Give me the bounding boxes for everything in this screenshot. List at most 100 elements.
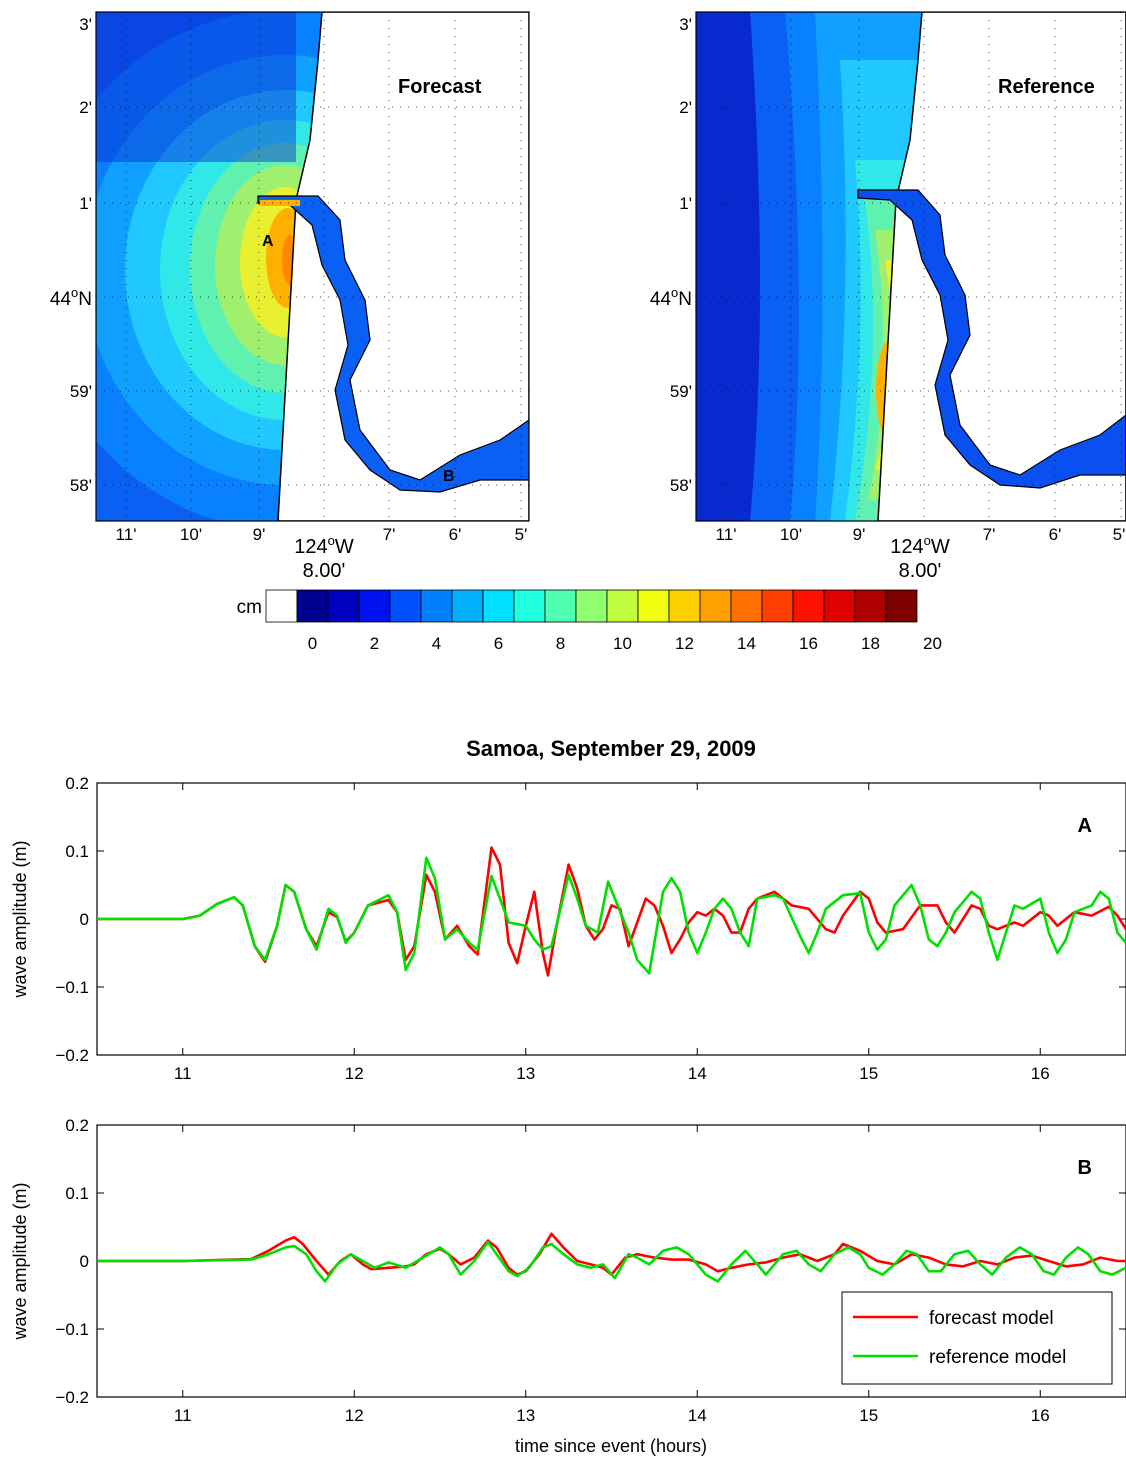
lon-center: 124oW (294, 533, 354, 558)
lat-tick: 44oN (650, 285, 692, 310)
lat-tick: 3' (679, 15, 692, 34)
y-tick-label: 0 (80, 1252, 89, 1271)
lon-tick: 10' (180, 525, 202, 544)
panel-label: B (1078, 1157, 1092, 1179)
legend: forecast model reference model (841, 1291, 1113, 1385)
lon-tick: 11' (716, 525, 737, 544)
map-label: Forecast (398, 76, 482, 98)
colorbar-cell (482, 589, 515, 623)
x-ticks: 11 12 13 14 15 16 (174, 1125, 1050, 1425)
colorbar-cells (265, 589, 918, 623)
lon-tick: 7' (983, 525, 996, 544)
colorbar-cell (451, 589, 484, 623)
x-tick-label: 11 (174, 1406, 192, 1425)
y-tick-label: 0.1 (65, 842, 89, 861)
colorbar-cell (513, 589, 546, 623)
y-tick-label: −0.1 (55, 978, 89, 997)
map-reference: Reference 3' 2' 1' 44oN 59' 58' 11' 10' … (650, 11, 1126, 582)
colorbar-cell (668, 589, 701, 623)
lat-tick: 59' (70, 382, 92, 401)
map-label: Reference (998, 76, 1095, 98)
colorbar-tick-label: 18 (861, 634, 880, 653)
panel-label: A (1078, 815, 1092, 837)
y-tick-label: −0.2 (55, 1046, 89, 1065)
colorbar-cell (420, 589, 453, 623)
lat-tick: 1' (679, 194, 692, 213)
map-grid (696, 12, 1126, 521)
colorbar-cell (761, 589, 794, 623)
colorbar: cm 0 2 4 6 8 10 12 14 16 18 20 (237, 589, 942, 653)
lon-center: 124oW (890, 533, 950, 558)
lat-tick: 2' (679, 98, 692, 117)
lat-tick: 58' (670, 476, 692, 495)
chart-title: Samoa, September 29, 2009 (466, 736, 756, 761)
legend-label-reference: reference model (929, 1347, 1066, 1368)
lon-tick: 9' (253, 525, 266, 544)
plot-frame (96, 782, 1126, 1056)
legend-label-forecast: forecast model (929, 1308, 1054, 1329)
colorbar-tick-label: 6 (494, 634, 503, 653)
lon-tick: 5' (515, 525, 528, 544)
lat-tick: 44oN (50, 285, 92, 310)
x-tick-label: 16 (1031, 1406, 1050, 1425)
y-tick-label: 0.1 (65, 1184, 89, 1203)
lat-tick: 3' (79, 15, 92, 34)
lat-ticks: 3' 2' 1' 44oN 59' 58' (50, 15, 92, 495)
map-forecast: Forecast A B 3' 2' 1' 44oN 59' 58' 11' 1… (50, 11, 530, 582)
series-line-reference-model (97, 856, 1126, 975)
colorbar-cell (854, 589, 887, 623)
point-label-b: B (443, 468, 455, 485)
x-axis-label: time since event (hours) (515, 1436, 707, 1456)
y-ticks: −0.2 −0.1 0 0.1 0.2 (55, 1116, 1126, 1407)
lon-tick: 10' (780, 525, 802, 544)
lat-tick: 59' (670, 382, 692, 401)
colorbar-cell (389, 589, 422, 623)
colorbar-tick-label: 12 (675, 634, 694, 653)
colorbar-cell (358, 589, 391, 623)
series-group (97, 846, 1126, 977)
colorbar-cell (792, 589, 825, 623)
lat-tick: 2' (79, 98, 92, 117)
x-tick-label: 14 (688, 1406, 707, 1425)
colorbar-cell (637, 589, 670, 623)
lon-tick: 6' (449, 525, 462, 544)
colorbar-cell (575, 589, 608, 623)
colorbar-cell (823, 589, 856, 623)
y-tick-label: −0.2 (55, 1388, 89, 1407)
y-tick-label: 0.2 (65, 1116, 89, 1135)
x-tick-label: 13 (516, 1406, 535, 1425)
colorbar-cell (296, 589, 329, 623)
colorbar-cell (606, 589, 639, 623)
colorbar-tick-label: 0 (308, 634, 317, 653)
x-tick-label: 12 (345, 1064, 364, 1083)
colorbar-tick-label: 10 (613, 634, 632, 653)
colorbar-cell (544, 589, 577, 623)
series-line-reference-model (97, 1240, 1126, 1283)
lon-tick: 5' (1113, 525, 1126, 544)
colorbar-tick-label: 4 (432, 634, 441, 653)
x-tick-label: 13 (516, 1064, 535, 1083)
legend-box (841, 1291, 1113, 1385)
x-tick-label: 11 (174, 1064, 192, 1083)
x-tick-label: 14 (688, 1064, 707, 1083)
y-axis-label: wave amplitude (m) (10, 840, 30, 998)
colorbar-tick-label: 2 (370, 634, 379, 653)
x-ticks: 11 12 13 14 15 16 (174, 783, 1050, 1083)
colorbar-cell (265, 589, 298, 623)
point-label-a: A (262, 233, 274, 250)
lon-tick: 7' (383, 525, 396, 544)
lat-tick: 1' (79, 194, 92, 213)
colorbar-ticks: 0 2 4 6 8 10 12 14 16 18 20 (308, 634, 942, 653)
y-axis-label: wave amplitude (m) (10, 1182, 30, 1340)
lon-ticks: 11' 10' 9' 7' 6' 5' 124oW 8.00' (716, 525, 1126, 582)
y-tick-label: 0 (80, 910, 89, 929)
lon-tick: 11' (116, 525, 137, 544)
x-tick-label: 16 (1031, 1064, 1050, 1083)
y-ticks: −0.2 −0.1 0 0.1 0.2 (55, 774, 1126, 1065)
x-tick-label: 15 (859, 1064, 878, 1083)
chart-panel-a: −0.2 −0.1 0 0.1 0.2 11 12 13 14 15 16 A wave ampl… (10, 774, 1126, 1083)
lon-center-sub: 8.00' (303, 560, 346, 582)
map-frame (95, 11, 530, 522)
colorbar-unit: cm (237, 597, 262, 618)
